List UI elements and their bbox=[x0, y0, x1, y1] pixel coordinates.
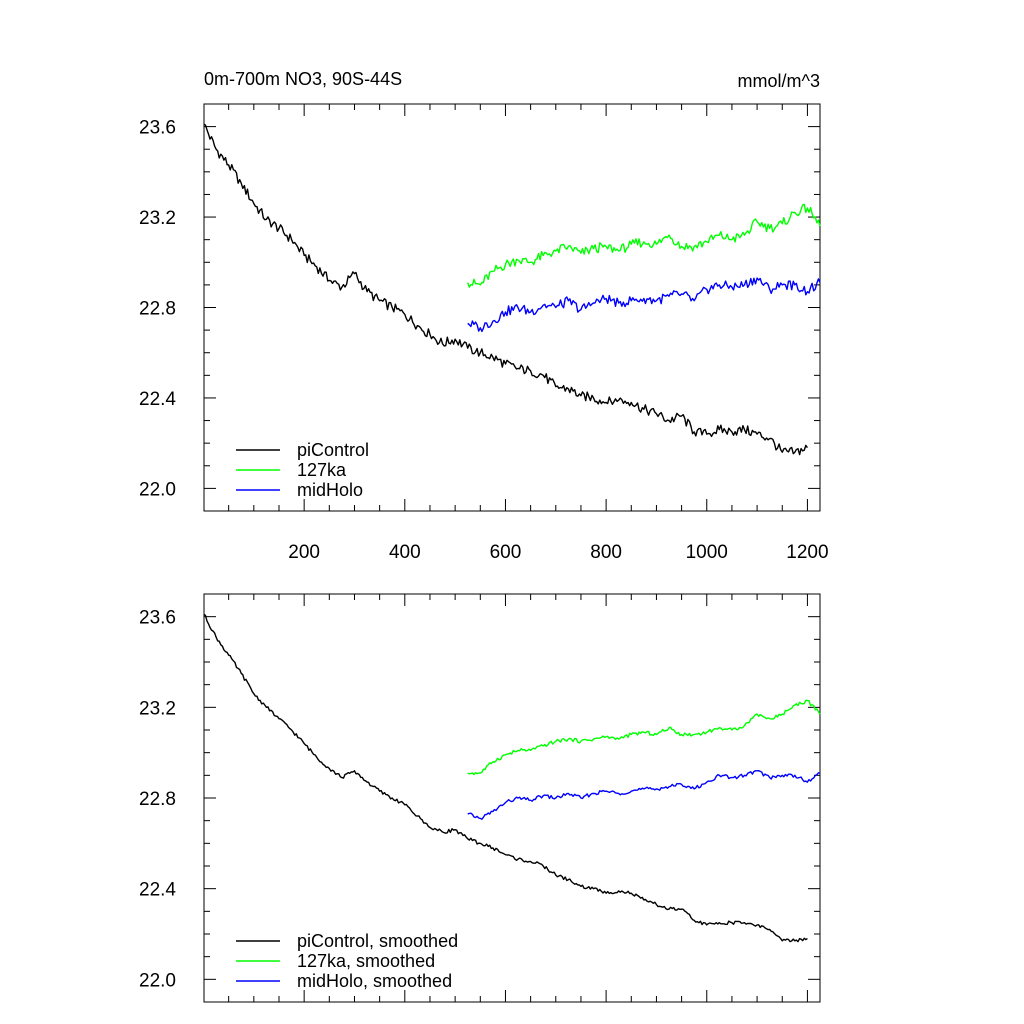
x-tick-label: 800 bbox=[590, 542, 622, 563]
y-tick-label: 23.6 bbox=[139, 118, 176, 139]
top-panel: 0m-700m NO3, 90S-44S mmol/m^3 22.0 22.4 22… bbox=[139, 69, 829, 563]
legend-label: 127ka bbox=[297, 460, 347, 480]
y-tick-label: 23.2 bbox=[139, 698, 176, 719]
x-tick-label: 400 bbox=[389, 542, 421, 563]
y-tick-label: 22.0 bbox=[139, 970, 176, 991]
legend-label: midHolo bbox=[297, 480, 363, 500]
chart-units: mmol/m^3 bbox=[738, 71, 820, 91]
series-line-picontrol bbox=[203, 123, 808, 456]
x-tick-label: 1000 bbox=[686, 542, 728, 563]
bottom-panel: 22.0 22.4 22.8 23.2 23.6 piControl, smoothed1… bbox=[139, 593, 821, 1003]
chart-title: 0m-700m NO3, 90S-44S bbox=[204, 69, 402, 89]
y-tick-label: 22.8 bbox=[139, 789, 176, 810]
series-line-picontrol-smoothed bbox=[203, 613, 808, 943]
y-tick-label: 22.4 bbox=[139, 389, 176, 410]
series-line-127ka bbox=[467, 203, 821, 288]
y-tick-label: 22.0 bbox=[139, 479, 176, 500]
series-line-midholo-smoothed bbox=[467, 770, 821, 820]
legend-label: 127ka, smoothed bbox=[297, 951, 435, 971]
x-tick-label: 600 bbox=[490, 542, 522, 563]
x-tick-label: 1200 bbox=[786, 542, 828, 563]
x-tick-label: 200 bbox=[288, 542, 320, 563]
legend-label: midHolo, smoothed bbox=[297, 971, 452, 991]
y-tick-label: 23.2 bbox=[139, 208, 176, 229]
legend-label: piControl, smoothed bbox=[297, 931, 458, 951]
legend-label: piControl bbox=[297, 440, 369, 460]
y-tick-label: 23.6 bbox=[139, 608, 176, 629]
series-line-midholo bbox=[467, 277, 821, 333]
y-tick-label: 22.8 bbox=[139, 299, 176, 320]
y-tick-label: 22.4 bbox=[139, 880, 176, 901]
series-line-127ka-smoothed bbox=[467, 699, 821, 776]
